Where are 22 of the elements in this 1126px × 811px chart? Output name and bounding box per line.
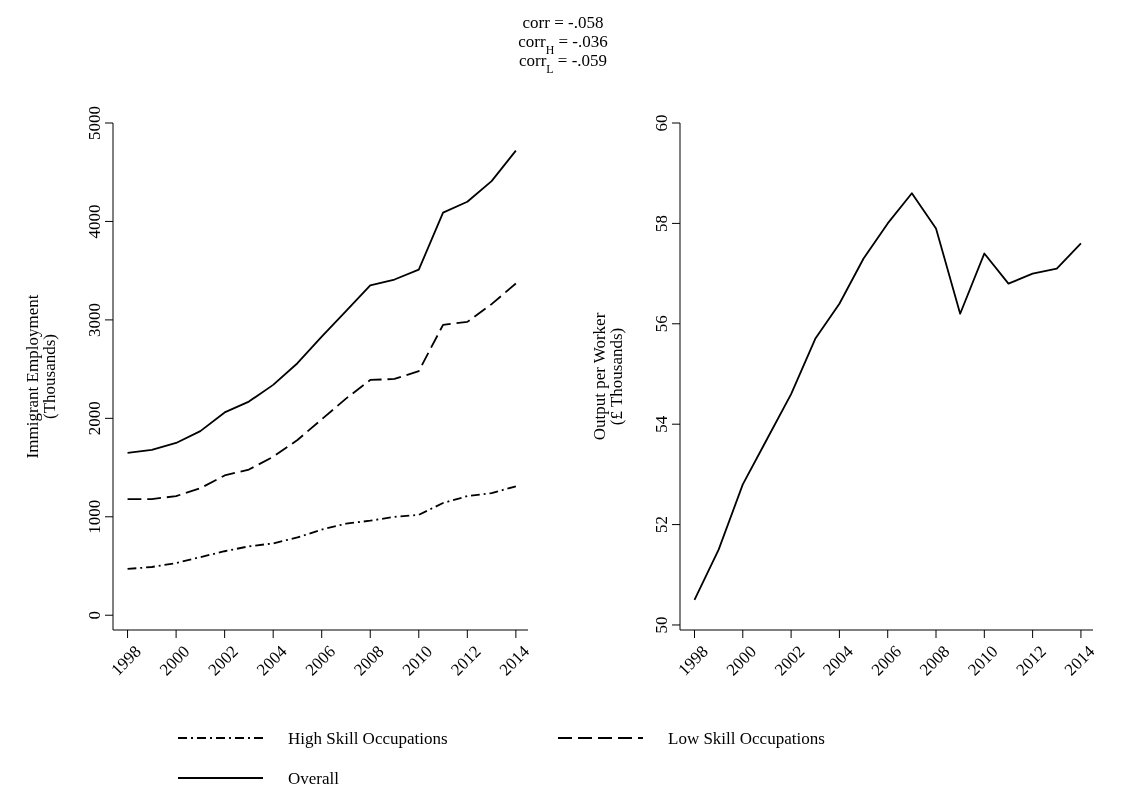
y-tick-label: 4000 xyxy=(85,204,104,239)
y-axis-title: Output per Worker (£ Thousands) xyxy=(590,312,626,441)
y-tick-label: 3000 xyxy=(85,302,104,337)
y-axis-title: Immigrant Employment (Thousands) xyxy=(23,294,59,459)
line-series xyxy=(126,149,517,454)
line-series xyxy=(693,192,1082,601)
text: corr = -.058 xyxy=(522,13,604,32)
y-tick-label: 0 xyxy=(85,610,104,620)
y-tick-label: 5000 xyxy=(85,106,104,140)
line-series xyxy=(126,485,517,570)
legend-label: Low Skill Occupations xyxy=(668,729,825,748)
y-tick-label: 60 xyxy=(652,114,671,132)
y-tick-label: 1000 xyxy=(85,499,104,534)
y-tick-label: 58 xyxy=(652,214,671,232)
legend-label: Overall xyxy=(288,769,340,788)
legend-label: High Skill Occupations xyxy=(288,729,448,748)
line-series xyxy=(126,282,517,500)
y-tick-label: 50 xyxy=(652,616,671,634)
y-tick-label: 2000 xyxy=(85,401,104,436)
y-tick-label: 56 xyxy=(652,315,671,333)
y-tick-label: 54 xyxy=(652,415,671,433)
y-tick-label: 52 xyxy=(652,516,671,534)
